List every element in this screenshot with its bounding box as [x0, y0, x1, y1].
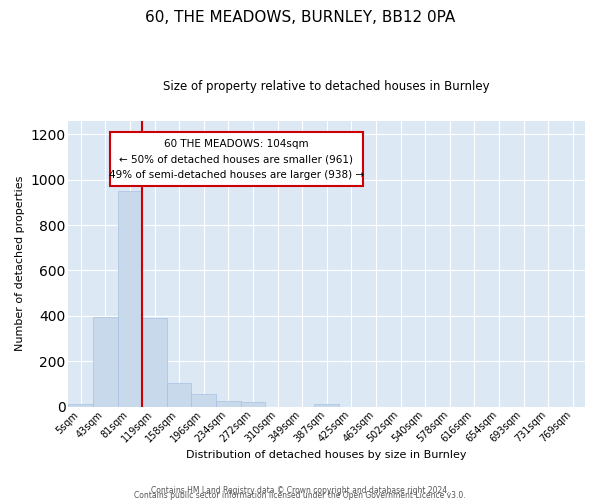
Bar	[68, 404, 93, 406]
Text: Contains HM Land Registry data © Crown copyright and database right 2024.: Contains HM Land Registry data © Crown c…	[151, 486, 449, 495]
Y-axis label: Number of detached properties: Number of detached properties	[15, 176, 25, 352]
Bar	[241, 402, 265, 406]
X-axis label: Distribution of detached houses by size in Burnley: Distribution of detached houses by size …	[187, 450, 467, 460]
Bar	[167, 383, 191, 406]
Bar	[142, 318, 167, 406]
Text: Contains public sector information licensed under the Open Government Licence v3: Contains public sector information licen…	[134, 491, 466, 500]
Bar	[93, 317, 118, 406]
Bar	[314, 404, 339, 406]
Bar	[191, 394, 216, 406]
Bar	[216, 401, 241, 406]
Text: 60 THE MEADOWS: 104sqm
← 50% of detached houses are smaller (961)
49% of semi-de: 60 THE MEADOWS: 104sqm ← 50% of detached…	[109, 138, 364, 180]
Title: Size of property relative to detached houses in Burnley: Size of property relative to detached ho…	[163, 80, 490, 93]
Bar	[118, 191, 142, 406]
Text: 60, THE MEADOWS, BURNLEY, BB12 0PA: 60, THE MEADOWS, BURNLEY, BB12 0PA	[145, 10, 455, 25]
FancyBboxPatch shape	[110, 132, 363, 186]
